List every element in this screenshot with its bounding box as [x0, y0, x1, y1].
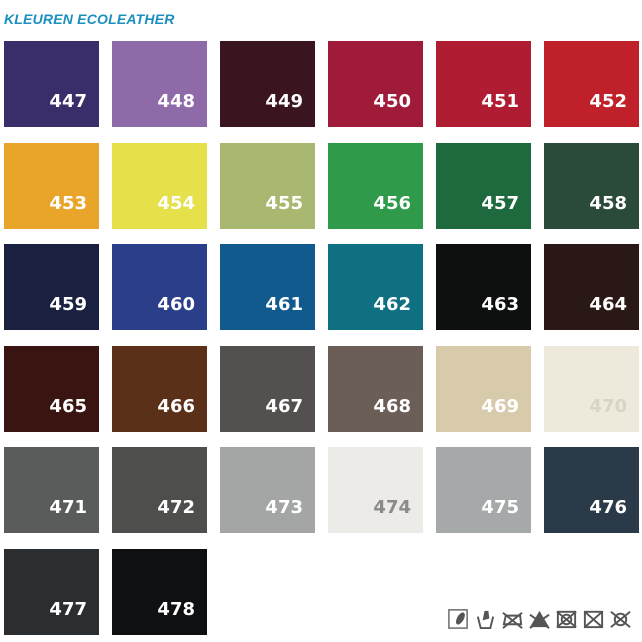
- swatch-458: 458: [544, 142, 639, 229]
- swatch-471: 471: [4, 447, 99, 533]
- swatch-code: 449: [265, 91, 303, 112]
- swatch-code: 460: [157, 294, 195, 315]
- swatch-453: 453: [4, 142, 99, 229]
- swatch-code: 465: [49, 395, 87, 417]
- no-tumble-dry-icon: [556, 610, 577, 629]
- no-bleach-icon: [529, 610, 550, 629]
- swatch-code: 459: [49, 294, 87, 315]
- swatch-465: 465: [4, 345, 99, 432]
- swatch-459: 459: [4, 244, 99, 330]
- swatch-460: 460: [112, 244, 207, 330]
- swatch-452: 452: [544, 41, 639, 127]
- swatch-code: 456: [373, 192, 411, 214]
- swatch-466: 466: [112, 345, 207, 432]
- swatch-code: 450: [373, 91, 411, 112]
- swatch-451: 451: [436, 41, 531, 127]
- swatch-code: 469: [481, 395, 519, 417]
- swatch-code: 457: [481, 192, 519, 214]
- no-ironing-icon: [502, 612, 523, 629]
- swatch-468: 468: [328, 345, 423, 432]
- hand-wash-icon: [476, 610, 495, 630]
- swatch-code: 452: [589, 91, 627, 112]
- swatch-code: 474: [373, 497, 411, 518]
- swatch-447: 447: [4, 41, 99, 127]
- swatch-code: 462: [373, 294, 411, 315]
- swatch-467: 467: [220, 345, 315, 432]
- swatch-code: 447: [49, 91, 87, 112]
- swatch-475: 475: [436, 447, 531, 533]
- page-title: KLEUREN ECOLEATHER: [4, 11, 175, 27]
- swatch-449: 449: [220, 41, 315, 127]
- swatch-469: 469: [436, 345, 531, 432]
- no-wash-icon: [610, 611, 631, 628]
- swatch-code: 472: [157, 497, 195, 518]
- swatch-477: 477: [4, 548, 99, 635]
- swatch-code: 458: [589, 192, 627, 214]
- swatch-472: 472: [112, 447, 207, 533]
- swatch-code: 473: [265, 497, 303, 518]
- swatch-code: 455: [265, 192, 303, 214]
- swatch-code: 463: [481, 294, 519, 315]
- swatch-462: 462: [328, 244, 423, 330]
- swatch-code: 453: [49, 192, 87, 214]
- swatch-464: 464: [544, 244, 639, 330]
- swatch-code: 471: [49, 497, 87, 518]
- swatch-code: 468: [373, 395, 411, 417]
- swatch-code: 477: [49, 598, 87, 620]
- swatch-461: 461: [220, 244, 315, 330]
- swatch-code: 466: [157, 395, 195, 417]
- swatch-code: 475: [481, 497, 519, 518]
- swatch-450: 450: [328, 41, 423, 127]
- no-dry-clean-icon: [583, 610, 604, 629]
- swatch-code: 461: [265, 294, 303, 315]
- swatch-code: 470: [589, 395, 627, 417]
- swatch-474: 474: [328, 447, 423, 533]
- swatch-code: 454: [157, 192, 195, 214]
- swatch-456: 456: [328, 142, 423, 229]
- swatch-457: 457: [436, 142, 531, 229]
- swatch-454: 454: [112, 142, 207, 229]
- swatch-476: 476: [544, 447, 639, 533]
- swatch-code: 451: [481, 91, 519, 112]
- swatch-code: 476: [589, 497, 627, 518]
- abrasion-icon: [448, 609, 468, 629]
- swatch-code: 467: [265, 395, 303, 417]
- swatch-code: 478: [157, 598, 195, 620]
- swatch-code: 464: [589, 294, 627, 315]
- swatch-463: 463: [436, 244, 531, 330]
- care-icons: [447, 607, 632, 630]
- swatch-470: 470: [544, 345, 639, 432]
- swatch-455: 455: [220, 142, 315, 229]
- swatch-code: 448: [157, 91, 195, 112]
- swatch-448: 448: [112, 41, 207, 127]
- swatch-478: 478: [112, 548, 207, 635]
- swatch-473: 473: [220, 447, 315, 533]
